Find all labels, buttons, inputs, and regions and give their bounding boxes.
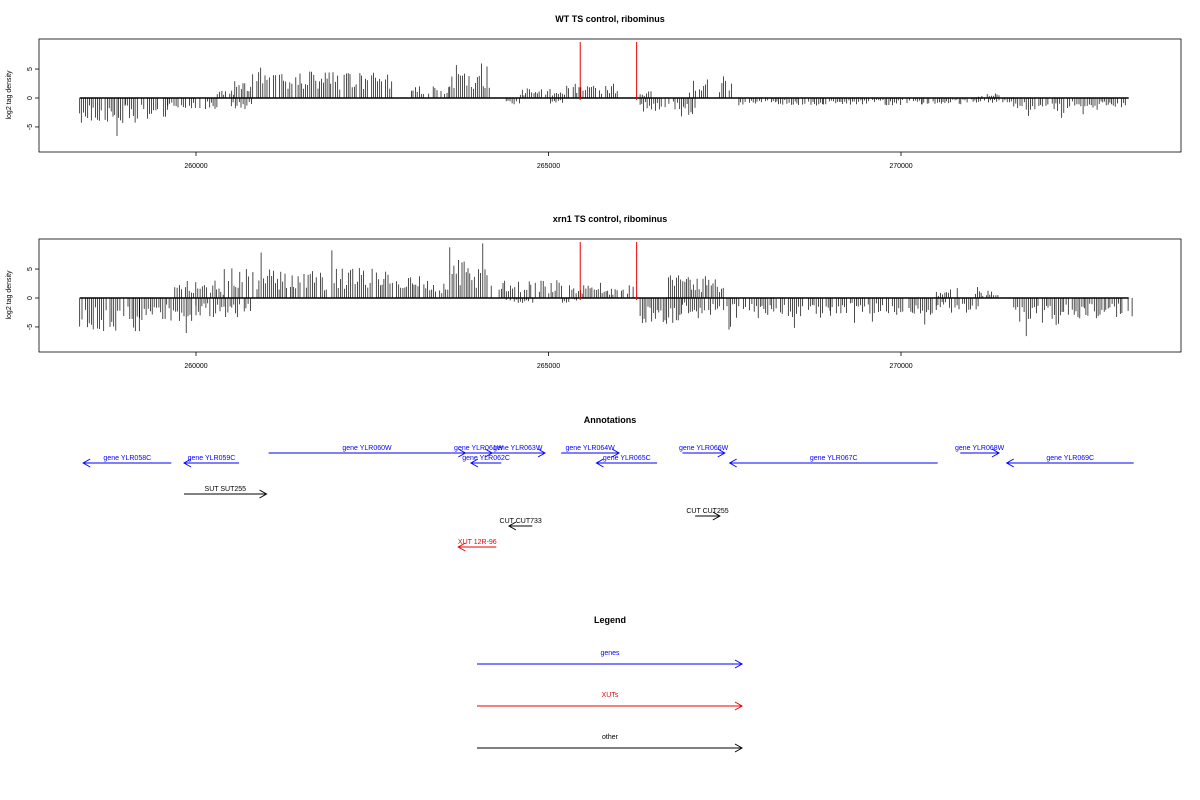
legend-label: genes [600,650,620,657]
annotation-label: gene YLR058C [103,455,151,462]
wt-y-tick-label: 5 [27,67,34,71]
annotation-gene-ylr060w: gene YLR060W [268,445,467,458]
annotation-arrow-head [259,489,268,499]
annotation-label: gene YLR062C [462,455,510,462]
annotation-label: CUT CUT733 [500,518,542,525]
xrn1-y-tick-label: 0 [27,296,34,300]
legend-item-other: other [477,734,744,753]
annotation-arrow-head [728,458,737,468]
wt-y-axis-label: log2 tag density [6,70,13,120]
annotation-gene-ylr067c: gene YLR067C [728,455,938,468]
annotation-arrow-head [595,458,604,468]
annotation-arrow-head [1005,458,1014,468]
annotation-label: gene YLR060W [342,445,392,452]
xrn1-x-tick-label: 265000 [537,363,560,370]
xrn1-y-tick-label: -5 [27,324,34,330]
xrn1-x-tick-label: 260000 [184,363,207,370]
legend-items: genes XUTs other [477,650,744,753]
annotation-arrow-head [712,511,721,521]
legend-item-xuts: XUTs [477,692,744,711]
legend-label: other [602,734,619,741]
wt-x-tick-label: 270000 [889,163,912,170]
legend-title: Legend [594,615,626,625]
annotation-arrow-head [457,542,466,552]
annotation-arrow-head [717,448,726,458]
legend-arrow-head [734,659,744,669]
xrn1-x-tick-label: 270000 [889,363,912,370]
annotation-label: gene YLR068W [955,445,1005,452]
annotations-title: Annotations [584,415,637,425]
annotation-gene-ylr058c: gene YLR058C [82,455,172,468]
wt-y-tick-label: 0 [27,96,34,100]
annotation-label: CUT CUT255 [686,508,728,515]
annotation-label: XUT 12R-96 [458,539,497,546]
wt-panel-title: WT TS control, ribominus [555,14,665,24]
wt-x-tick-label: 260000 [184,163,207,170]
annotation-gene-ylr066w: gene YLR066W [679,445,729,458]
xrn1-panel-title: xrn1 TS control, ribominus [553,214,668,224]
annotation-gene-ylr065c: gene YLR065C [595,455,658,468]
wt-panel: WT TS control, ribominus log2 tag densit… [6,14,1182,170]
legend-label: XUTs [602,692,619,699]
legend-arrow-head [734,701,744,711]
annotation-items: gene YLR058C gene YLR059C gene YLR060W gene… [82,445,1134,552]
annotation-label: gene YLR066W [679,445,729,452]
annotation-gene-ylr062c: gene YLR062C [462,455,510,468]
annotation-xut-12r-96: XUT 12R-96 [457,539,497,552]
legend: Legend genes XUTs other [477,615,744,753]
legend-arrow-head [734,743,744,753]
xrn1-plot-frame [38,238,1182,353]
xrn1-panel: xrn1 TS control, ribominus log2 tag dens… [6,214,1182,370]
xrn1-y-axis-label: log2 tag density [6,270,13,320]
wt-marks [79,42,1129,136]
xrn1-y-tick-label: 5 [27,267,34,271]
annotation-label: gene YLR069C [1046,455,1094,462]
annotation-arrow-head [611,448,621,458]
annotation-label: gene YLR059C [188,455,236,462]
annotation-label: gene YLR063W [493,445,543,452]
annotation-sut-sut255: SUT SUT255 [184,486,268,499]
annotation-gene-ylr068w: gene YLR068W [955,445,1005,458]
xrn1-marks [79,242,1133,337]
annotation-label: gene YLR061W [454,445,504,452]
annotation-cut-cut733: CUT CUT733 [500,518,542,531]
annotation-gene-ylr063w: gene YLR063W [490,445,546,458]
annotation-cut-cut255: CUT CUT255 [686,508,729,521]
annotation-gene-ylr059c: gene YLR059C [183,455,240,468]
xrn1-ticks: -5 0 5 260000 265000 270000 [27,267,913,370]
annotation-arrow-head [508,521,517,531]
legend-item-genes: genes [477,650,744,669]
wt-y-tick-label: -5 [27,124,34,130]
annotations-track: Annotations gene YLR058C gene YLR059Cgene… [82,415,1134,552]
annotation-arrow-head [469,458,479,468]
annotation-arrow-head [991,448,1001,458]
annotation-label: gene YLR067C [810,455,858,462]
annotation-arrow-head [537,448,546,458]
annotation-label: SUT SUT255 [205,486,247,493]
annotation-gene-ylr069c: gene YLR069C [1005,455,1134,468]
annotation-label: gene YLR065C [603,455,651,462]
annotation-arrow-head [82,458,91,468]
wt-plot-frame [38,38,1182,153]
annotation-label: gene YLR064W [565,445,615,452]
annotation-arrow-head [183,458,192,468]
annotation-gene-ylr064w: gene YLR064W [561,445,621,458]
wt-x-tick-label: 265000 [537,163,560,170]
wt-ticks: -5 0 5 260000 265000 270000 [27,67,913,170]
